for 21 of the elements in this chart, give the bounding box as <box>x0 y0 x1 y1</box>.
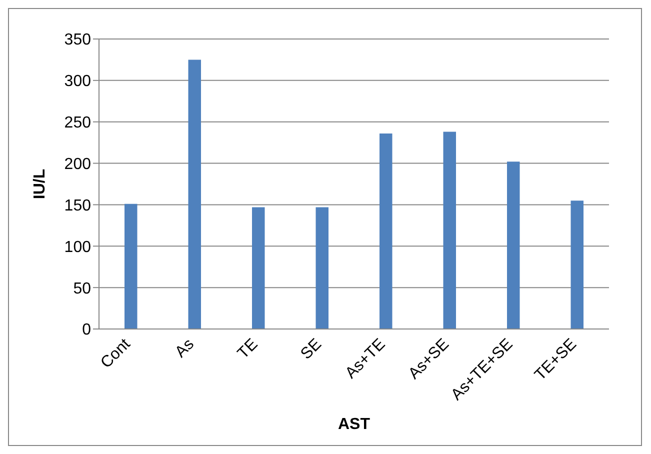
y-axis-title: IU/L <box>32 168 49 200</box>
bar <box>124 204 138 329</box>
y-tick-label: 50 <box>73 280 92 298</box>
bar <box>380 133 392 329</box>
bar <box>188 60 201 329</box>
x-axis-title: AST <box>338 416 370 433</box>
x-tick-label: SE <box>298 336 325 363</box>
y-tick-label: 350 <box>64 32 92 49</box>
y-tick-label: 150 <box>64 197 92 214</box>
y-tick-label: 0 <box>82 322 92 339</box>
y-tick-label: 300 <box>64 73 92 90</box>
y-tick-label: 200 <box>64 156 92 173</box>
bar <box>507 162 520 329</box>
x-tick-label: As <box>172 336 198 362</box>
y-tick-label: 100 <box>64 238 92 256</box>
bar <box>316 207 328 329</box>
bar <box>443 132 456 329</box>
x-tick-label: TE <box>234 336 262 362</box>
bar <box>252 207 265 329</box>
bar <box>570 200 584 329</box>
y-tick-label: 250 <box>64 114 92 132</box>
